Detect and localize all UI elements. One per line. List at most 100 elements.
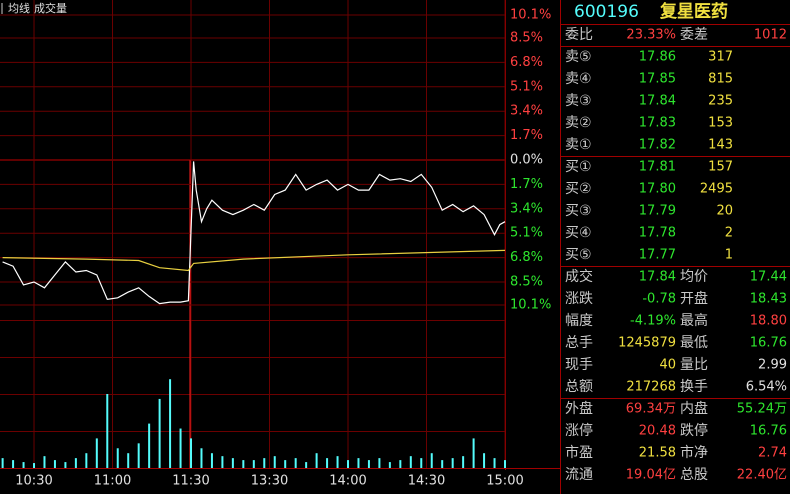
book-volume: 2 bbox=[725, 226, 733, 241]
value: 1012 bbox=[754, 28, 787, 43]
stat-value: 20.48 bbox=[639, 424, 676, 439]
volume-bar bbox=[169, 379, 172, 468]
x-tick-label: 11:00 bbox=[94, 474, 131, 489]
stat-label: 总手 bbox=[565, 335, 593, 351]
volume-bar bbox=[399, 460, 402, 468]
volume-bar bbox=[158, 398, 161, 468]
label: 委差 bbox=[680, 27, 708, 43]
book-price: 17.85 bbox=[639, 72, 676, 87]
volume-bar bbox=[179, 428, 182, 468]
y-tick-label: 8.5% bbox=[510, 275, 543, 290]
volume-bar bbox=[441, 460, 444, 468]
volume-bar bbox=[483, 453, 486, 468]
book-price: 17.80 bbox=[639, 182, 676, 197]
volume-bar bbox=[451, 458, 454, 468]
stat-label: 内盘 bbox=[680, 400, 708, 417]
y-tick-label: 5.1% bbox=[510, 226, 543, 241]
y-tick-label: 6.8% bbox=[510, 55, 543, 70]
y-tick-label: 6.8% bbox=[510, 250, 543, 265]
volume-bar bbox=[200, 448, 203, 468]
volume-bar bbox=[210, 453, 213, 468]
stat-value: 217268 bbox=[626, 380, 676, 395]
stat-label: 总额 bbox=[565, 379, 593, 395]
volume-bar bbox=[284, 460, 287, 468]
book-price: 17.77 bbox=[639, 248, 676, 263]
volume-bar bbox=[462, 456, 465, 468]
stock-name: 复星医药 bbox=[659, 1, 728, 22]
book-label: 买① bbox=[565, 159, 592, 175]
volume-bar bbox=[242, 460, 245, 468]
stat-value: 2.74 bbox=[758, 446, 787, 461]
volume-bar bbox=[43, 456, 46, 468]
volume-bar bbox=[221, 456, 224, 468]
volume-bar bbox=[137, 443, 140, 468]
book-price: 17.83 bbox=[639, 116, 676, 131]
stat-value: 16.76 bbox=[750, 336, 787, 351]
volume-bar bbox=[347, 460, 350, 468]
book-label: 买④ bbox=[565, 225, 592, 241]
y-tick-label: 8.5% bbox=[510, 30, 543, 45]
stat-label: 换手 bbox=[680, 378, 708, 395]
book-price: 17.78 bbox=[639, 226, 676, 241]
book-volume: 157 bbox=[708, 160, 733, 175]
volume-bar bbox=[148, 423, 151, 468]
plot bbox=[1, 161, 506, 468]
quote-panel: 600196 复星医药 委比 23.33% 委差 1012 卖⑤ 17.86 317… bbox=[561, 1, 790, 483]
stat-label: 市净 bbox=[680, 444, 708, 461]
book-label: 买② bbox=[565, 181, 592, 197]
volume-bar bbox=[294, 458, 297, 468]
x-tick-label: 13:30 bbox=[251, 474, 288, 489]
book-volume: 20 bbox=[716, 204, 733, 219]
stat-value: 69.34万 bbox=[626, 402, 676, 417]
book-label: 卖⑤ bbox=[565, 49, 592, 65]
stat-label: 跌停 bbox=[680, 422, 708, 439]
stat-value: 1245879 bbox=[618, 336, 676, 351]
stat-value: 17.44 bbox=[750, 270, 787, 285]
x-tick-label: 14:30 bbox=[408, 474, 445, 489]
y-tick-label: 10.1% bbox=[510, 298, 551, 313]
volume-bar bbox=[190, 438, 193, 468]
volume-bar bbox=[106, 394, 109, 468]
stat-label: 开盘 bbox=[680, 290, 708, 307]
stat-label: 成交 bbox=[565, 268, 593, 285]
x-tick-label: 14:00 bbox=[329, 474, 366, 489]
volume-bar bbox=[472, 438, 475, 468]
volume-bar bbox=[378, 458, 381, 468]
legend-avg: 均线 bbox=[8, 1, 30, 15]
volume-bar bbox=[493, 458, 496, 468]
y-tick-label: 5.1% bbox=[510, 79, 543, 94]
volume-bar bbox=[305, 462, 308, 468]
y-tick-label: 1.7% bbox=[510, 128, 543, 143]
stat-label: 总股 bbox=[680, 467, 708, 483]
stat-value: 21.58 bbox=[639, 446, 676, 461]
book-price: 17.81 bbox=[639, 160, 676, 175]
book-volume: 317 bbox=[708, 50, 733, 65]
stat-label: 幅度 bbox=[565, 313, 593, 329]
book-volume: 1 bbox=[725, 248, 733, 263]
stat-label: 涨跌 bbox=[565, 291, 593, 307]
book-label: 买③ bbox=[565, 203, 592, 219]
volume-bar bbox=[367, 460, 370, 468]
x-tick-label: 11:30 bbox=[172, 474, 209, 489]
volume-bar bbox=[420, 458, 423, 468]
book-volume: 143 bbox=[708, 138, 733, 153]
y-tick-label: 1.7% bbox=[510, 177, 543, 192]
y-tick-label: 3.4% bbox=[510, 201, 543, 216]
volume-bar bbox=[85, 453, 88, 468]
volume-bar bbox=[1, 458, 4, 468]
legend-volume: 成交量 bbox=[34, 1, 67, 15]
book-label: 卖③ bbox=[565, 93, 592, 109]
stat-label: 市盈 bbox=[565, 444, 593, 461]
book-volume: 815 bbox=[708, 72, 733, 87]
volume-bar bbox=[504, 460, 506, 468]
stat-label: 均价 bbox=[680, 269, 708, 285]
volume-bar bbox=[64, 462, 67, 468]
label: 委比 bbox=[565, 27, 593, 43]
stat-label: 现手 bbox=[565, 357, 593, 373]
stat-value: 17.84 bbox=[639, 270, 676, 285]
stat-value: -0.78 bbox=[642, 292, 676, 307]
book-price: 17.86 bbox=[639, 50, 676, 65]
stat-label: 流通 bbox=[565, 467, 593, 483]
